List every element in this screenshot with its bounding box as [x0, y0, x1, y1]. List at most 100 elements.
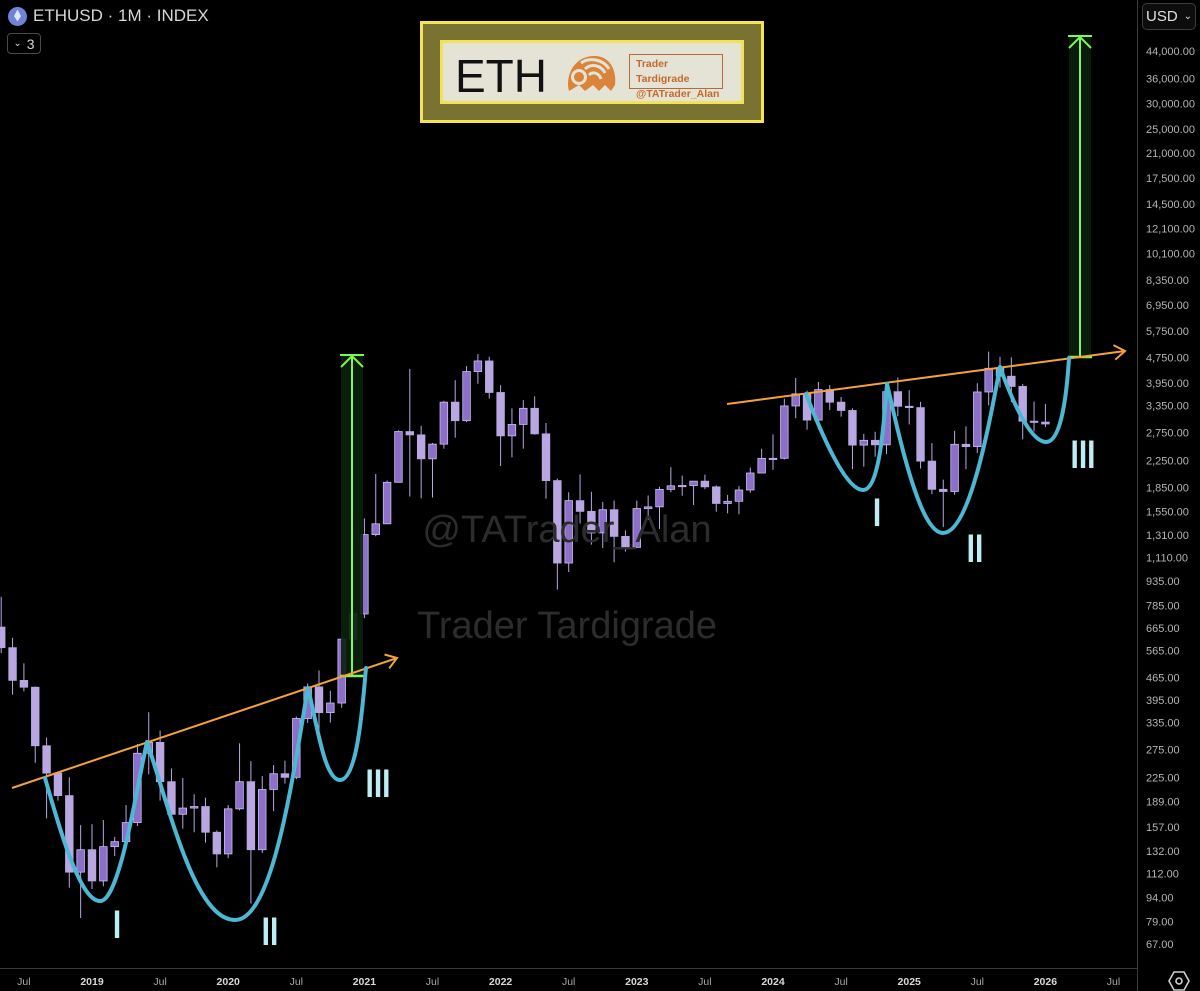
candle-body: [428, 443, 437, 460]
candle-body: [416, 434, 426, 460]
candle: [984, 351, 993, 406]
price-tick-label: 12,100.00: [1146, 224, 1195, 236]
candle-body: [76, 849, 85, 873]
cup-curve: [885, 365, 1002, 536]
price-tick-label: 132.00: [1146, 846, 1180, 858]
candle: [473, 354, 483, 384]
time-tick-label: 2023: [625, 976, 649, 988]
cup-label: I: [113, 903, 121, 947]
candle-body: [984, 367, 993, 393]
candle-body: [235, 781, 244, 810]
price-tick-label: 275.00: [1146, 745, 1180, 757]
logo-brand-name: Trader Tardigrade: [636, 58, 690, 85]
symbol-header[interactable]: ETHUSD · 1M · INDEX: [8, 6, 209, 26]
candle: [825, 385, 834, 411]
price-tick-label: 79.00: [1146, 916, 1174, 928]
logo-brand-handle: @TATrader_Alan: [636, 88, 720, 100]
time-tick-label: 2021: [353, 976, 377, 988]
candle-body: [314, 686, 324, 714]
candle-body: [564, 500, 573, 564]
candle: [575, 474, 585, 524]
candle: [246, 761, 256, 904]
price-tick-label: 36,000.00: [1146, 74, 1195, 86]
arrowhead-icon: [1112, 344, 1127, 361]
candle: [723, 494, 732, 514]
candle-body: [473, 360, 483, 372]
candle-body: [485, 360, 494, 393]
trendline: [726, 350, 1126, 405]
candle: [87, 824, 97, 889]
gear-hexagon-icon[interactable]: [1168, 971, 1190, 991]
price-tick-label: 10,100.00: [1146, 249, 1195, 261]
candle-body: [609, 509, 619, 537]
candle-body: [1029, 420, 1039, 423]
candle-body: [201, 806, 210, 833]
price-tick-label: 2,750.00: [1146, 428, 1189, 440]
candle: [848, 408, 857, 470]
candle: [621, 530, 630, 552]
candle: [450, 380, 460, 438]
chevron-down-icon: ⌄: [1183, 11, 1193, 22]
indicators-toggle-button[interactable]: ⌄ 3: [7, 33, 41, 54]
candle: [53, 771, 63, 801]
candle: [416, 425, 426, 499]
cup-label: III: [365, 762, 390, 806]
price-tick-label: 935.00: [1146, 576, 1180, 588]
candle-body: [575, 500, 585, 512]
candle: [382, 480, 392, 525]
candle: [405, 368, 414, 497]
candle-body: [553, 480, 562, 564]
time-axis[interactable]: Jul 2019 Jul 2020 Jul 2021 Jul 2022 Jul 2023 Jul 20…: [17, 976, 1120, 988]
candle: [439, 400, 449, 449]
candle-body: [462, 371, 471, 422]
candle-body: [870, 439, 880, 446]
candle-body: [450, 401, 460, 422]
price-tick-label: 30,000.00: [1146, 99, 1195, 111]
candle-body: [632, 508, 641, 548]
candle-body: [110, 841, 119, 848]
price-tick-label: 112.00: [1146, 868, 1179, 880]
arrowhead-icon: [384, 653, 399, 669]
candle-body: [598, 509, 607, 534]
watermark-brand: Trader Tardigrade: [417, 605, 717, 647]
time-tick-label: Jul: [834, 976, 847, 988]
candle-body: [382, 481, 392, 525]
candle-body: [723, 500, 732, 504]
logo-inner: ETH Trader Tardigrade @TATrader_Alan: [440, 40, 744, 104]
candle: [65, 777, 74, 888]
price-tick-label: 67.00: [1146, 939, 1174, 951]
price-axis[interactable]: 44,000.00 36,000.00 30,000.00 25,000.00 21,0…: [1146, 46, 1195, 951]
candle: [859, 433, 868, 467]
candle: [836, 397, 846, 417]
candle-body: [87, 849, 97, 882]
watermark-handle: @TATrader_Alan: [422, 509, 712, 551]
candle-body: [507, 424, 517, 437]
currency-dropdown[interactable]: USD ⌄: [1142, 3, 1196, 30]
candle: [178, 777, 187, 829]
price-tick-label: 1,850.00: [1146, 482, 1189, 494]
candle-body: [405, 431, 414, 436]
candle-body: [223, 808, 233, 855]
candle: [927, 443, 937, 495]
logo-asset-title: ETH: [455, 50, 547, 102]
price-tick-label: 94.00: [1146, 892, 1174, 904]
arrowhead-icon: [1068, 35, 1092, 49]
candle: [791, 377, 800, 419]
candle: [916, 401, 925, 469]
price-tick-label: 157.00: [1146, 822, 1180, 834]
price-tick-label: 1,110.00: [1146, 553, 1188, 565]
candle-body: [780, 405, 789, 459]
candle-body: [621, 535, 630, 548]
candle: [666, 467, 676, 493]
candle: [757, 448, 766, 474]
candle-body: [587, 510, 596, 534]
price-tick-label: 3,950.00: [1146, 378, 1189, 390]
price-tick-label: 395.00: [1146, 695, 1180, 707]
cup-curve: [306, 666, 368, 783]
candle-body: [65, 795, 74, 873]
price-tick-label: 14,500.00: [1146, 199, 1195, 211]
candle: [371, 474, 380, 537]
price-tick-label: 25,000.00: [1146, 124, 1195, 136]
